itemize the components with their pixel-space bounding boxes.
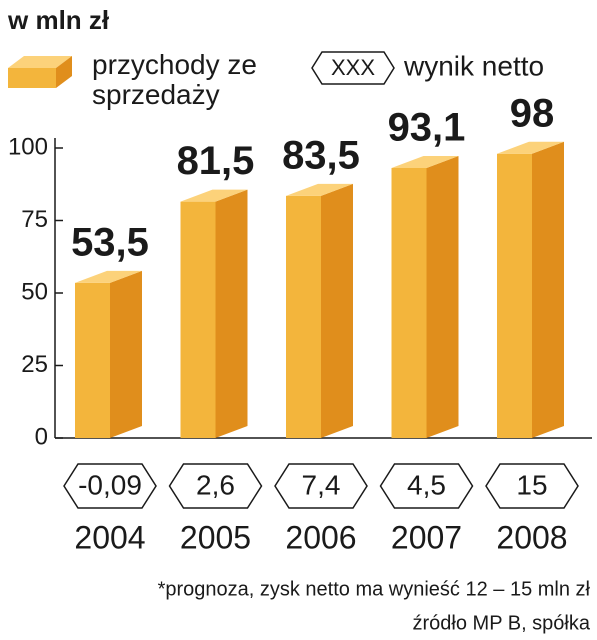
footnote: *prognoza, zysk netto ma wynieść 12 – 15… (158, 578, 591, 600)
bar-side (110, 270, 142, 438)
bar-top (497, 141, 564, 154)
bar-top (75, 270, 142, 283)
y-tick-label: 75 (21, 206, 48, 233)
value-label: 81,5 (177, 139, 255, 183)
bar (180, 189, 248, 438)
legend-symbol: XXX (331, 55, 375, 80)
bar-front (75, 282, 110, 438)
value-label: 98 (510, 91, 555, 135)
net-result-hexagon (63, 463, 157, 509)
legend-label: przychody ze sprzedaży (92, 49, 257, 110)
x-tick-label: 2006 (285, 519, 356, 555)
net-result-hexagon (274, 463, 368, 509)
bar (286, 183, 353, 438)
bar-front (286, 195, 321, 438)
net-result-label: -0,09 (78, 469, 142, 500)
y-tick-label: 100 (8, 133, 48, 160)
legend-bar-icon (8, 56, 72, 88)
bar-top (286, 183, 353, 196)
value-label: 83,5 (282, 133, 360, 177)
source: źródło MP B, spółka (413, 612, 591, 634)
x-tick-label: 2008 (496, 519, 567, 555)
y-tick-label: 50 (21, 278, 48, 305)
y-tick-label: 25 (21, 351, 48, 378)
bar (497, 141, 564, 439)
net-result-label: 4,5 (407, 469, 446, 500)
bar-top (391, 156, 459, 169)
value-label: 93,1 (388, 106, 466, 150)
bar-front (497, 153, 532, 439)
net-result-label: 2,6 (196, 469, 235, 500)
legend-hex-icon (311, 51, 395, 85)
x-tick-label: 2007 (391, 519, 462, 555)
net-result-hexagon (168, 463, 263, 509)
unit-label: w mln zł (7, 5, 110, 35)
bar-side (215, 189, 248, 438)
value-label: 53,5 (71, 220, 149, 264)
bar-front (180, 201, 216, 438)
bar (75, 270, 142, 438)
x-tick-label: 2004 (74, 519, 145, 555)
bar-side (426, 156, 459, 438)
bar-side (321, 183, 353, 438)
y-tick-label: 0 (35, 423, 48, 450)
bar-side (532, 141, 564, 439)
net-result-hexagon (485, 463, 579, 509)
net-result-label: 15 (516, 469, 547, 500)
net-result-hexagon (379, 463, 474, 509)
bar-top (180, 189, 248, 202)
bar (391, 156, 459, 438)
net-result-label: 7,4 (302, 469, 341, 500)
bar-front (391, 168, 427, 438)
legend-label: wynik netto (403, 50, 544, 81)
x-tick-label: 2005 (180, 519, 251, 555)
